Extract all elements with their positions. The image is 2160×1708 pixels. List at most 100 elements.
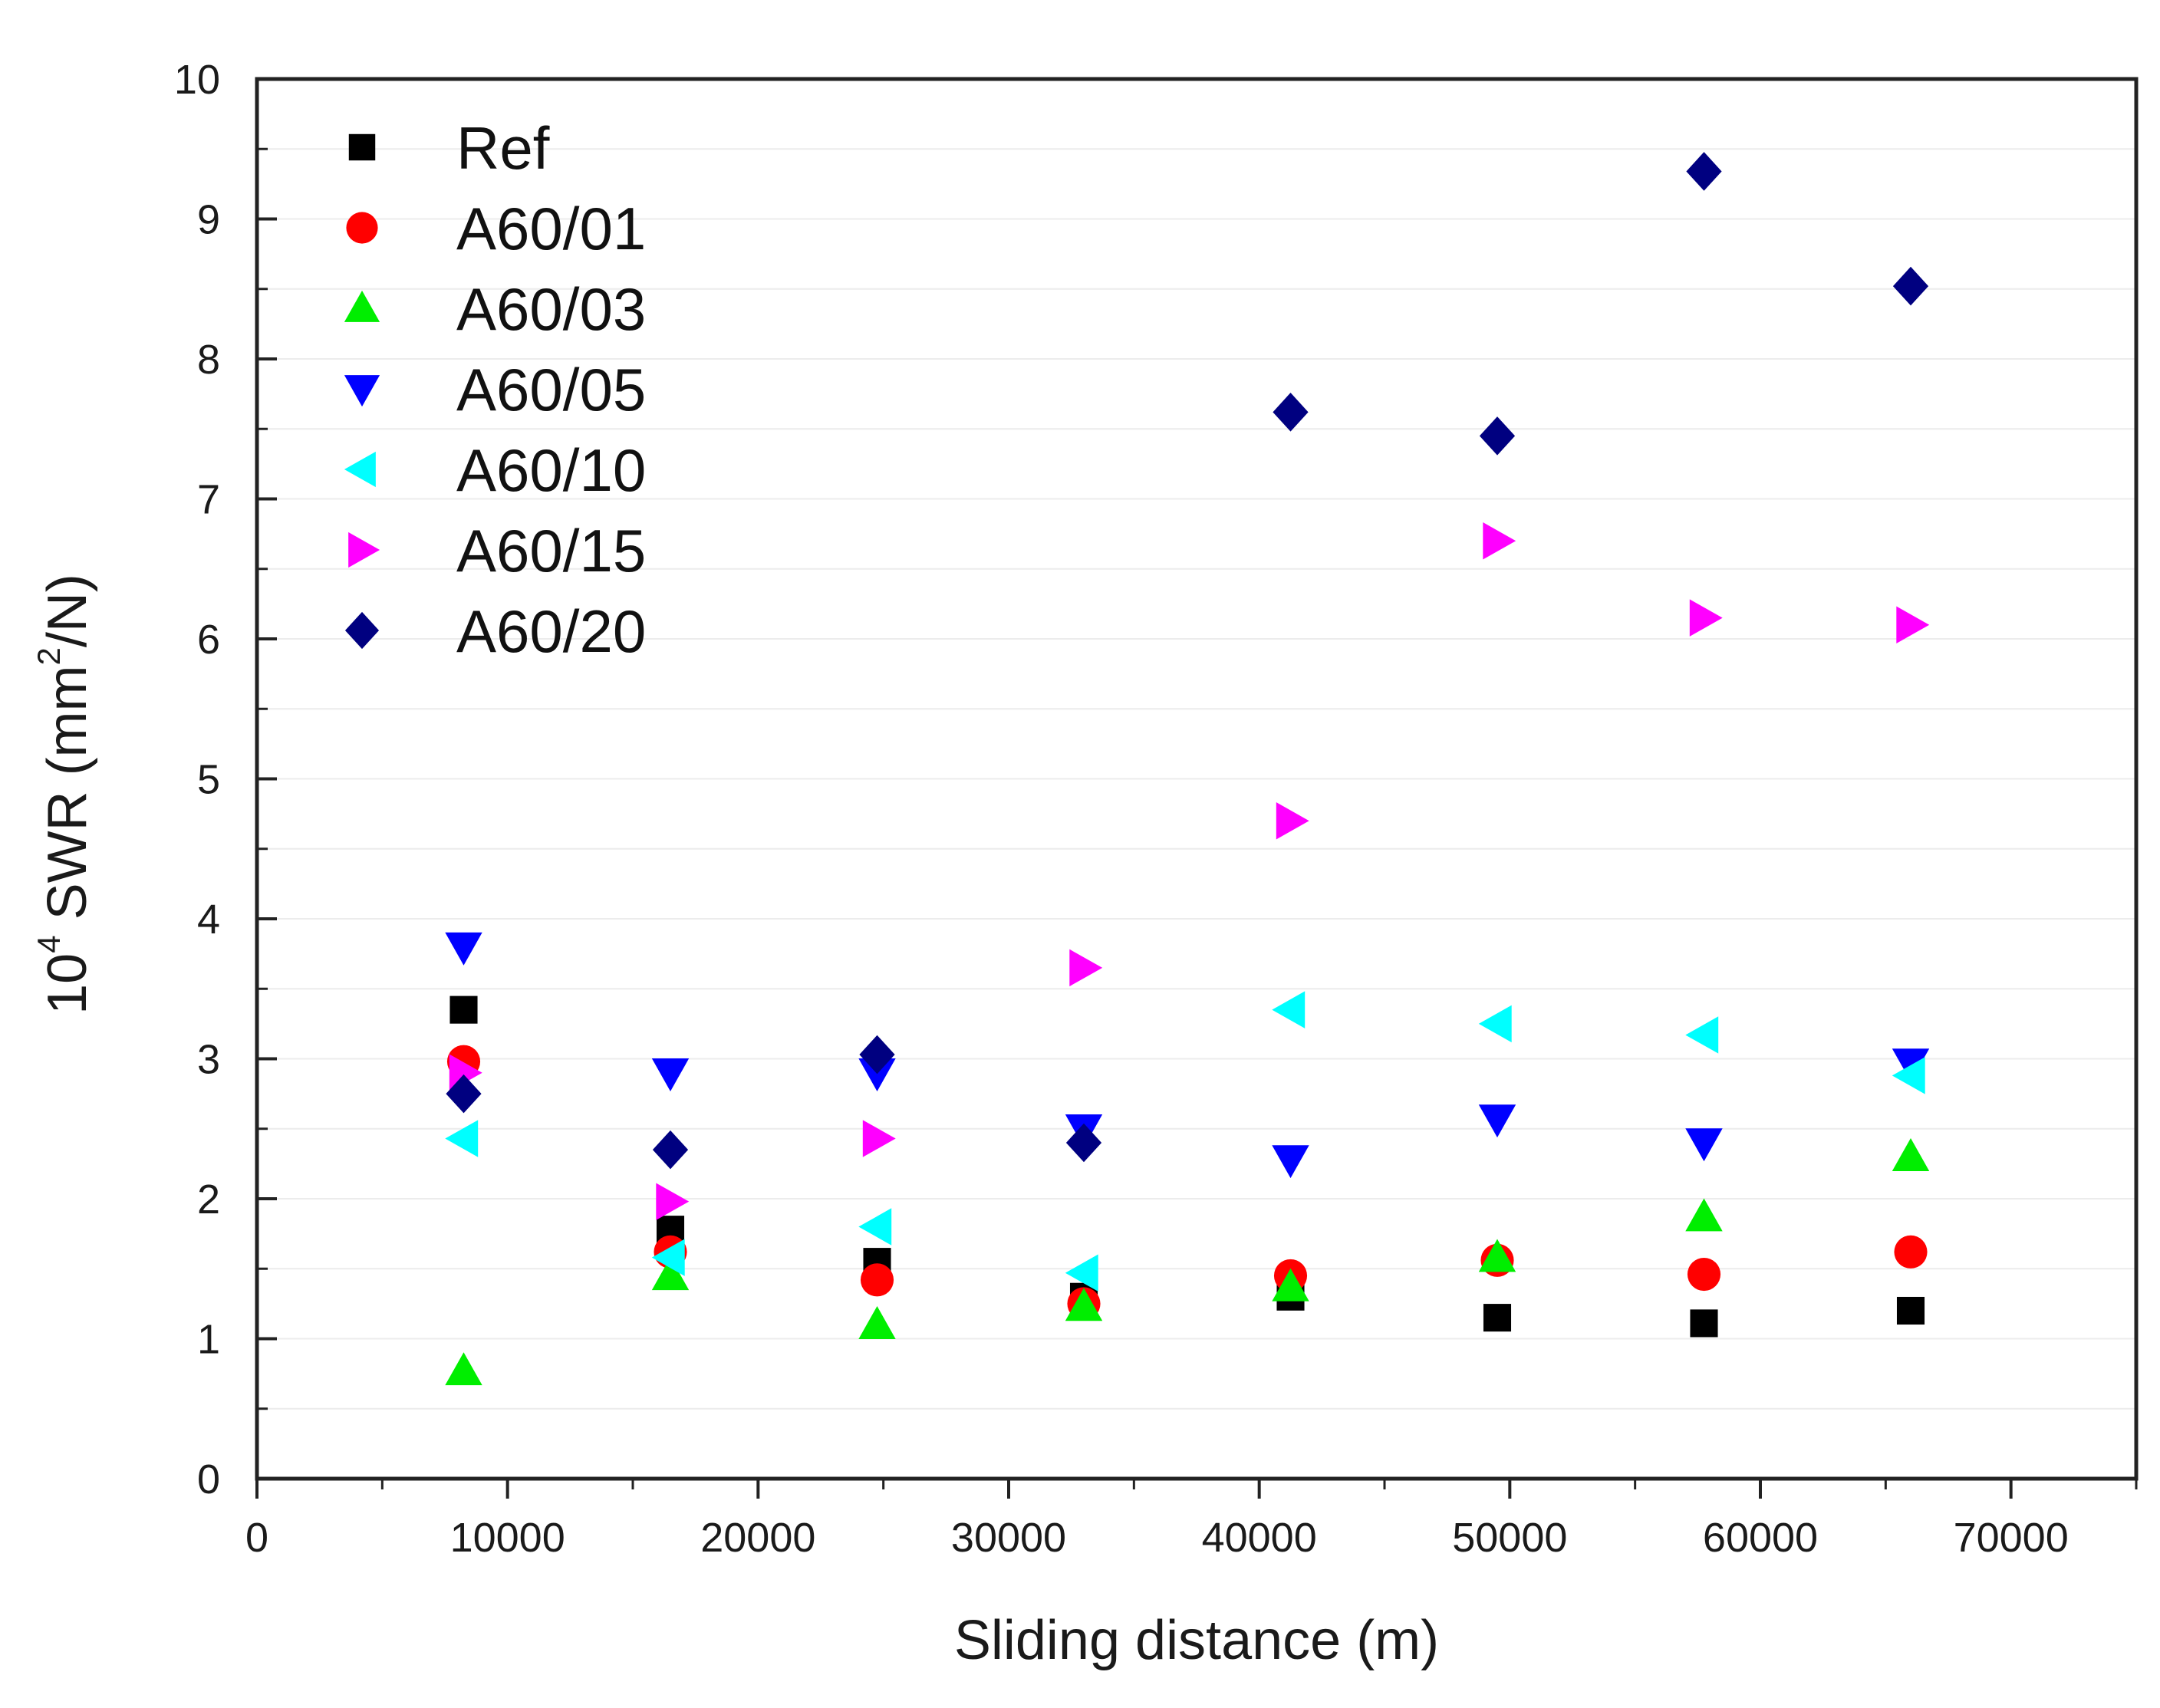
data-point <box>1069 949 1103 987</box>
legend-item: A60/20 <box>344 597 646 665</box>
legend-marker <box>344 451 376 488</box>
data-point <box>1894 1235 1928 1269</box>
legend-marker <box>344 290 380 322</box>
y-tick-label: 9 <box>197 197 220 243</box>
data-point <box>651 1058 690 1091</box>
legend-item: A60/01 <box>346 195 646 262</box>
y-tick-label: 4 <box>197 897 220 943</box>
axis-ticks <box>255 77 2138 1499</box>
y-axis-title-tail: /N) <box>37 574 98 647</box>
data-point <box>1892 1138 1930 1171</box>
data-point <box>1276 802 1309 840</box>
legend-label: A60/15 <box>456 517 646 584</box>
y-tick-label: 10 <box>174 57 220 103</box>
data-point <box>858 1058 896 1091</box>
y-tick-label: 7 <box>197 477 220 523</box>
data-point <box>1687 1257 1721 1292</box>
data-point <box>449 996 478 1024</box>
x-tick-label: 60000 <box>1703 1515 1818 1561</box>
legend-label: A60/03 <box>456 275 646 343</box>
data-point <box>1685 1016 1719 1054</box>
data-point <box>446 1074 482 1114</box>
data-point <box>1065 1123 1102 1163</box>
y-axis-title-main: SWR (mm <box>37 665 98 935</box>
data-point <box>1690 1309 1718 1338</box>
data-point <box>651 1239 685 1276</box>
data-point <box>1479 416 1516 456</box>
series-a60-20 <box>446 152 1929 1170</box>
legend-marker <box>344 375 380 407</box>
legend-marker <box>344 611 380 650</box>
y-tick-label: 5 <box>197 757 220 803</box>
y-tick-label: 0 <box>197 1456 220 1502</box>
data-point <box>1685 1198 1723 1232</box>
series-a60-10 <box>445 991 1925 1292</box>
x-tick-label: 10000 <box>450 1515 565 1561</box>
data-point <box>1896 1296 1925 1325</box>
legend-marker <box>348 531 380 568</box>
y-tick-label: 1 <box>197 1317 220 1363</box>
y-axis-title-unit-exponent: 2 <box>31 647 67 665</box>
data-point <box>445 1120 479 1157</box>
y-tick-label: 2 <box>197 1177 220 1223</box>
legend-label: Ref <box>456 114 550 182</box>
legend-item: A60/05 <box>344 356 646 423</box>
data-point <box>1478 1104 1516 1138</box>
legend-item: A60/03 <box>344 275 646 343</box>
legend-marker <box>348 133 376 161</box>
legend-item: A60/10 <box>344 436 646 504</box>
legend-label: A60/10 <box>456 436 646 504</box>
data-point <box>1065 1288 1103 1321</box>
data-point <box>859 1035 895 1074</box>
data-point <box>1483 1304 1512 1332</box>
y-axis-title: 104 SWR (mm2/N) <box>31 574 98 1015</box>
legend-label: A60/05 <box>456 356 646 423</box>
x-tick-label: 30000 <box>951 1515 1066 1561</box>
y-axis-title-base: 10 <box>37 953 98 1015</box>
x-tick-label: 70000 <box>1954 1515 2069 1561</box>
data-point <box>1478 1005 1512 1043</box>
data-point <box>862 1120 896 1157</box>
legend-label: A60/20 <box>456 597 646 665</box>
gridlines <box>257 148 2136 1410</box>
series-a60-03 <box>445 1138 1930 1386</box>
data-point <box>858 1208 892 1246</box>
data-point <box>1272 991 1306 1028</box>
data-point <box>860 1263 894 1297</box>
legend: Ref A60/01 A60/03 A60/05 A60/10 A60/15 A60/20 <box>344 114 646 665</box>
data-point <box>1686 152 1722 191</box>
x-tick-label: 20000 <box>700 1515 815 1561</box>
data-point <box>445 932 482 966</box>
x-tick-label: 50000 <box>1452 1515 1567 1561</box>
data-point <box>1896 606 1930 643</box>
data-point <box>1892 1048 1930 1082</box>
y-tick-labels: 0 1 2 3 4 5 6 7 8 9 10 <box>174 57 220 1502</box>
legend-label: A60/01 <box>456 195 646 262</box>
y-tick-label: 8 <box>197 337 220 383</box>
x-tick-label: 0 <box>245 1515 268 1561</box>
data-point <box>1273 393 1309 432</box>
data-point <box>1892 1057 1925 1094</box>
y-axis-title-exponent: 4 <box>31 935 67 953</box>
x-tick-label: 40000 <box>1202 1515 1317 1561</box>
data-point <box>1272 1145 1309 1179</box>
data-point <box>858 1306 896 1339</box>
legend-marker <box>346 212 378 244</box>
legend-item: A60/15 <box>348 517 646 584</box>
series-a60-15 <box>449 522 1930 1220</box>
series-a60-05 <box>445 932 1930 1179</box>
data-point <box>1689 599 1723 637</box>
data-point <box>651 1257 690 1291</box>
data-point <box>1483 522 1516 560</box>
data-point <box>445 1352 482 1386</box>
data-point <box>1065 1254 1098 1292</box>
data-points <box>445 152 1930 1386</box>
x-axis-title: Sliding distance (m) <box>954 1610 1439 1671</box>
data-point <box>1892 266 1929 306</box>
legend-item: Ref <box>348 114 550 182</box>
data-point <box>1685 1128 1723 1162</box>
x-tick-labels: 0 10000 20000 30000 40000 50000 60000 70000 <box>245 1515 2069 1561</box>
y-tick-label: 6 <box>197 617 220 663</box>
